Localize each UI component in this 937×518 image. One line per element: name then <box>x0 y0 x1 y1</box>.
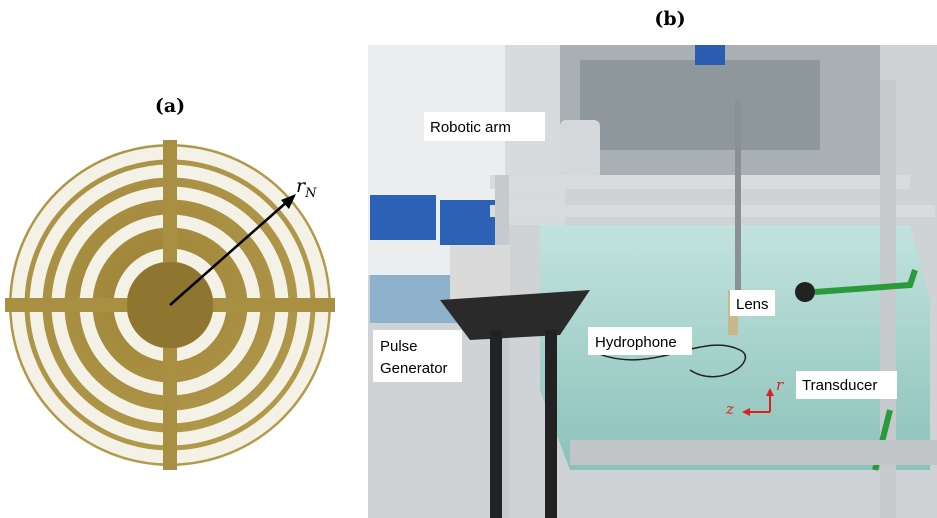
panel-label: (a) <box>155 95 185 117</box>
callout: Generator <box>380 360 448 377</box>
callout: Transducer <box>802 377 877 394</box>
axis-label: r <box>776 376 784 394</box>
callout: Lens <box>736 296 769 313</box>
panel-label: (b) <box>654 8 685 30</box>
axis-label: z <box>725 400 734 418</box>
figure: (a) rN (b) <box>0 0 937 518</box>
radius-label: rN <box>296 175 317 201</box>
callout: Robotic arm <box>430 119 511 136</box>
callout: Hydrophone <box>595 334 677 351</box>
callout: Pulse <box>380 338 418 355</box>
